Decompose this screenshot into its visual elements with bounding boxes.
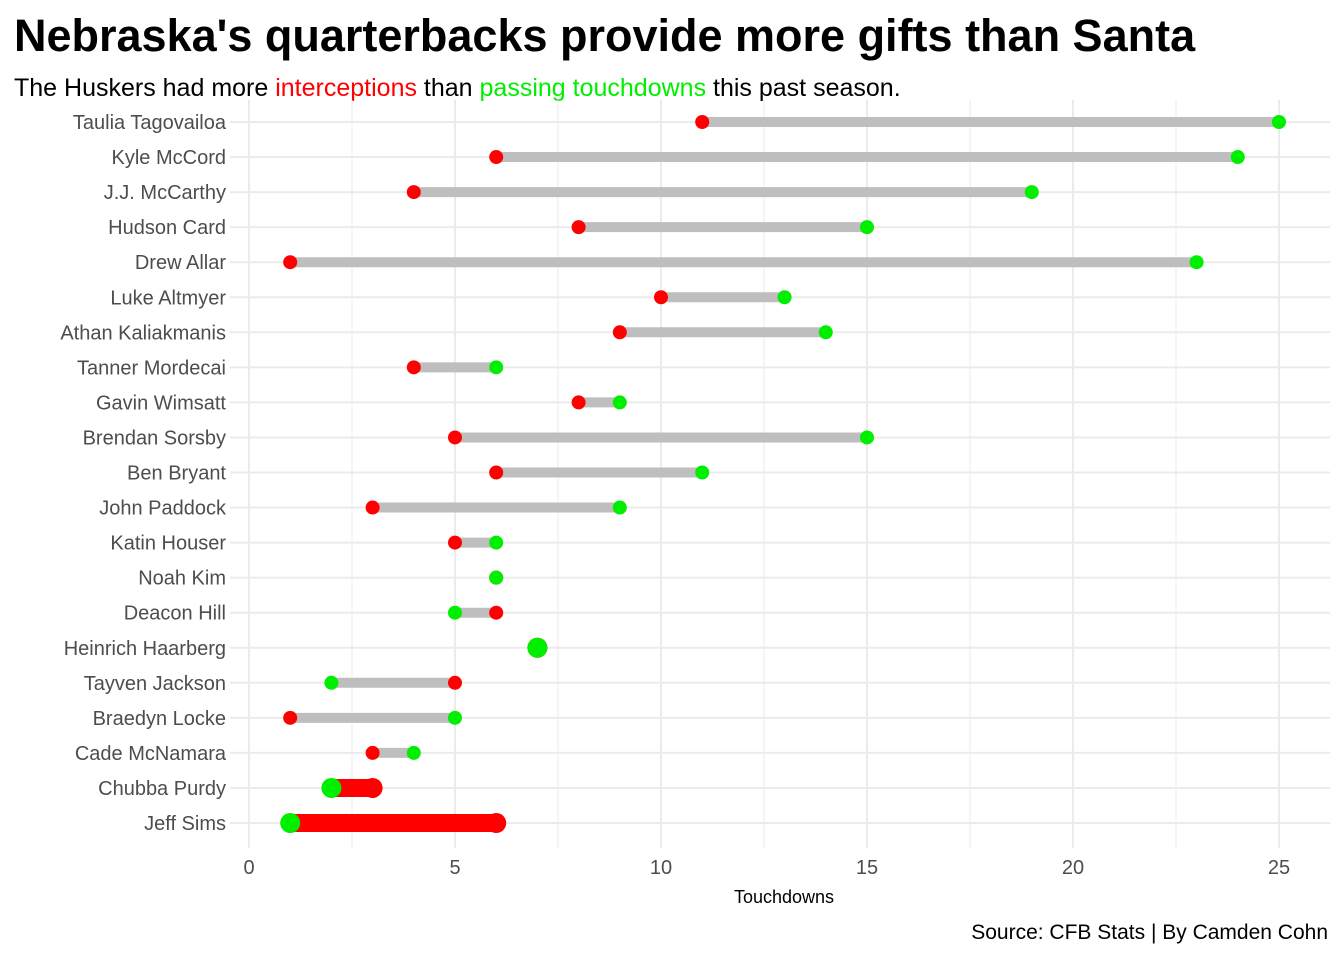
player-label: Kyle McCord (112, 147, 226, 169)
subtitle-text-middle: than (416, 74, 480, 102)
touchdowns-point (818, 325, 833, 340)
touchdowns-point (489, 360, 504, 375)
touchdowns-point (860, 220, 874, 235)
interceptions-point (612, 325, 627, 340)
x-tick-label: 15 (856, 857, 878, 879)
player-label: Drew Allar (135, 252, 226, 274)
player-label: Hudson Card (108, 217, 226, 239)
interceptions-point (283, 255, 298, 270)
player-label: Luke Altmyer (110, 287, 226, 309)
interceptions-point (489, 605, 504, 620)
touchdowns-point (448, 710, 462, 725)
interceptions-point (571, 395, 586, 410)
player-label: John Paddock (99, 498, 227, 520)
interceptions-point (489, 465, 504, 480)
player-label: Katin Houser (110, 533, 226, 555)
player-label: Taulia Tagovailoa (73, 112, 227, 134)
interceptions-point (448, 675, 462, 690)
interceptions-point (695, 115, 710, 129)
player-label: Deacon Hill (124, 603, 226, 625)
touchdowns-point (860, 430, 874, 445)
interceptions-point (365, 745, 380, 760)
chart-caption: Source: CFB Stats | By Camden Cohn (971, 921, 1328, 944)
x-tick-label: 10 (650, 857, 672, 879)
player-label: Noah Kim (138, 568, 226, 590)
touchdowns-point (489, 535, 504, 550)
player-label: J.J. McCarthy (104, 182, 226, 204)
x-axis-ticks: 0 5 10 15 20 25 (243, 857, 1290, 879)
subtitle-text-before: The Huskers had more (14, 74, 276, 102)
subtitle-text-after: this past season. (706, 74, 901, 102)
player-label: Ben Bryant (127, 463, 226, 485)
interceptions-point (283, 710, 298, 725)
gridlines (230, 100, 1330, 848)
interceptions-point (571, 220, 586, 235)
y-axis-labels: Taulia Tagovailoa Kyle McCord J.J. McCarth… (60, 112, 227, 835)
x-tick-label: 5 (449, 857, 460, 879)
chart-subtitle: The Huskers had more interceptions than … (14, 73, 901, 103)
touchdowns-point (612, 500, 627, 515)
player-label: Heinrich Haarberg (64, 638, 226, 660)
player-label: Tanner Mordecai (77, 357, 226, 379)
touchdowns-point (695, 465, 710, 480)
x-tick-label: 20 (1062, 857, 1084, 879)
touchdowns-point (527, 637, 548, 658)
interceptions-point (448, 535, 462, 550)
touchdowns-point (1024, 185, 1039, 200)
subtitle-touchdowns-highlight: passing touchdowns (479, 74, 707, 102)
touchdowns-point (612, 395, 627, 410)
touchdowns-point (406, 745, 421, 760)
x-axis-title: Touchdowns (734, 887, 834, 907)
interceptions-point (489, 150, 504, 165)
segments (290, 117, 1279, 832)
player-label: Cade McNamara (75, 743, 227, 765)
touchdowns-point (1272, 115, 1286, 129)
player-label: Tayven Jackson (84, 673, 226, 695)
interceptions-point (654, 290, 668, 305)
interceptions-point (365, 500, 380, 515)
player-label: Gavin Wimsatt (96, 392, 226, 414)
touchdowns-point (321, 777, 342, 798)
touchdowns-point (448, 605, 462, 620)
x-tick-label: 25 (1268, 857, 1290, 879)
touchdowns-point (1230, 150, 1245, 165)
subtitle-interceptions-highlight: interceptions (275, 74, 417, 102)
points (280, 115, 1286, 833)
interceptions-point (362, 777, 383, 798)
player-label: Brendan Sorsby (83, 427, 226, 449)
player-label: Jeff Sims (144, 813, 226, 835)
interceptions-point (486, 813, 507, 833)
touchdowns-point (324, 675, 339, 690)
x-tick-label: 0 (243, 857, 254, 879)
player-label: Braedyn Locke (93, 708, 226, 730)
interceptions-point (448, 430, 462, 445)
player-label: Athan Kaliakmanis (60, 322, 226, 344)
touchdowns-point (1189, 255, 1204, 270)
chart-title: Nebraska's quarterbacks provide more gif… (14, 10, 1196, 61)
interceptions-point (406, 360, 421, 375)
touchdowns-point (489, 570, 504, 585)
interceptions-point (406, 185, 421, 200)
touchdowns-point (280, 813, 301, 833)
touchdowns-point (777, 290, 792, 305)
player-label: Chubba Purdy (98, 778, 226, 800)
